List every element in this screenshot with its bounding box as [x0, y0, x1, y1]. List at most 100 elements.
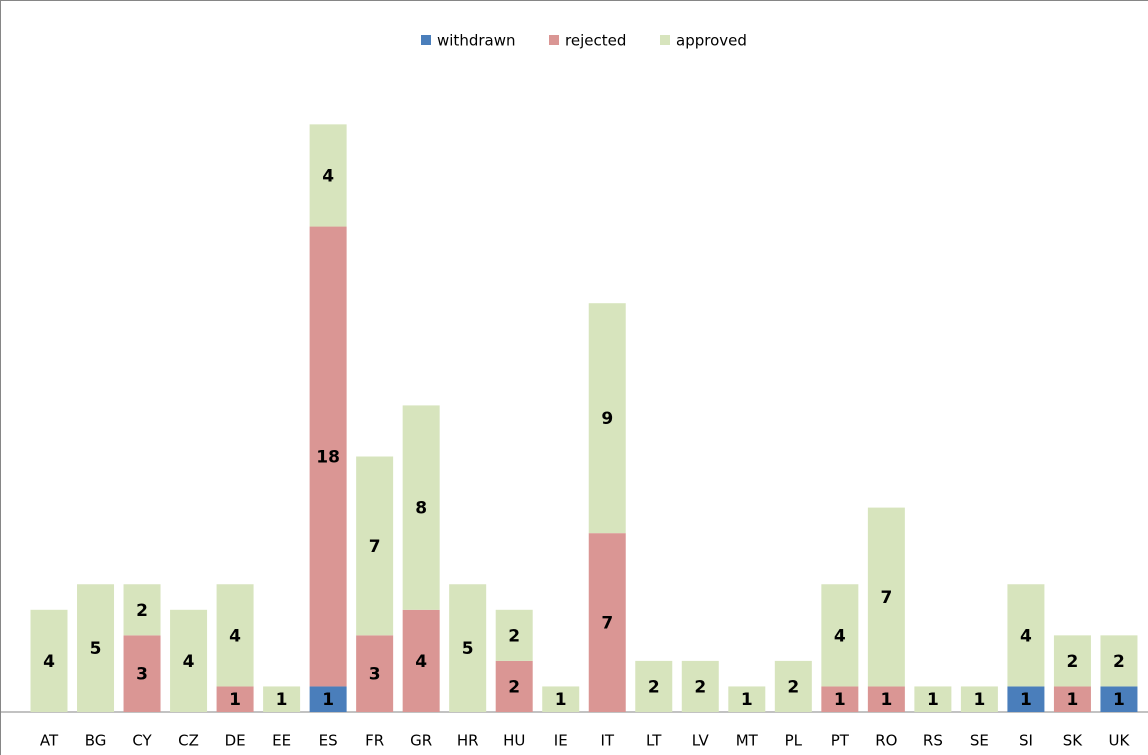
data-label: 18: [316, 448, 340, 468]
x-tick-label: IE: [554, 732, 568, 750]
bar-segment: [588, 533, 626, 712]
bar-segment: [216, 686, 254, 712]
bar-segment: [960, 686, 998, 712]
bar-segment: [123, 584, 161, 636]
bar-segment: [1100, 686, 1138, 712]
bar-segment: [588, 303, 626, 534]
bar-segment: [1007, 584, 1045, 687]
data-label: 1: [1067, 690, 1079, 710]
bar-segment: [821, 584, 859, 687]
data-label: 2: [1113, 652, 1125, 672]
data-label: 2: [648, 677, 660, 697]
data-label: 5: [462, 639, 474, 659]
data-label: 2: [508, 677, 520, 697]
bar-segment: [402, 405, 440, 610]
legend-label: withdrawn: [437, 32, 515, 50]
data-label: 2: [787, 677, 799, 697]
bar-segment: [30, 609, 68, 712]
data-label: 7: [880, 588, 892, 608]
bar-segment: [821, 686, 859, 712]
bar-segment: [495, 609, 533, 661]
legend-swatch: [421, 35, 431, 45]
x-tick-label: RO: [875, 732, 897, 750]
bar-segment: [123, 635, 161, 712]
data-label: 1: [741, 690, 753, 710]
bar-segment: [309, 226, 347, 687]
data-label: 4: [229, 626, 241, 646]
bar-segment: [402, 609, 440, 712]
bar-segment: [1053, 635, 1091, 687]
bar-segment: [1053, 686, 1091, 712]
data-label: 1: [229, 690, 241, 710]
data-label: 4: [834, 626, 846, 646]
bar-segment: [728, 686, 766, 712]
data-label: 4: [415, 652, 427, 672]
bar-segment: [216, 584, 254, 687]
bar-segment: [170, 609, 208, 712]
bar-segment: [867, 686, 905, 712]
bar-segment: [356, 456, 394, 636]
bar-segment: [774, 660, 812, 712]
x-tick-label: UK: [1109, 732, 1131, 750]
bar-segment: [263, 686, 301, 712]
data-label: 2: [136, 601, 148, 621]
bar-segment: [495, 660, 533, 712]
data-label: 1: [880, 690, 892, 710]
x-tick-label: IT: [600, 732, 614, 750]
data-label: 9: [601, 409, 613, 429]
legend: withdrawn rejected approved: [421, 32, 747, 50]
x-tick-label: BG: [85, 732, 107, 750]
legend-label: approved: [676, 32, 747, 50]
x-tick-label: PL: [785, 732, 803, 750]
x-tick-label: PT: [831, 732, 850, 750]
bar-segment: [449, 584, 487, 712]
x-tick-label: HR: [457, 732, 479, 750]
bar-segment: [356, 635, 394, 712]
legend-label: rejected: [565, 32, 626, 50]
x-tick-label: DE: [225, 732, 246, 750]
x-tick-label: LV: [692, 732, 710, 750]
data-label: 1: [1113, 690, 1125, 710]
data-label: 4: [1020, 626, 1032, 646]
x-tick-label: EE: [272, 732, 291, 750]
x-tick-label: AT: [40, 732, 59, 750]
data-label: 3: [136, 665, 148, 685]
x-tick-label: RS: [923, 732, 943, 750]
bar-segment: [309, 124, 347, 227]
x-tick-label: CY: [132, 732, 152, 750]
bar-segment: [635, 660, 673, 712]
bar-segment: [867, 507, 905, 687]
x-tick-label: SI: [1019, 732, 1033, 750]
data-label: 5: [90, 639, 102, 659]
bar-segment: [1100, 635, 1138, 687]
x-tick-label: SE: [970, 732, 989, 750]
data-label: 1: [1020, 690, 1032, 710]
x-tick-label: CZ: [178, 732, 199, 750]
data-label: 2: [1067, 652, 1079, 672]
x-tick-label: ES: [319, 732, 338, 750]
data-label: 1: [276, 690, 288, 710]
data-label: 7: [369, 537, 381, 557]
legend-swatch: [549, 35, 559, 45]
data-label: 2: [508, 626, 520, 646]
data-label: 1: [834, 690, 846, 710]
bar-segment: [1007, 686, 1045, 712]
data-label: 7: [601, 614, 613, 634]
bar-segment: [542, 686, 580, 712]
x-tick-label: MT: [736, 732, 759, 750]
data-label: 2: [694, 677, 706, 697]
data-label: 1: [555, 690, 567, 710]
x-tick-label: FR: [365, 732, 384, 750]
x-tick-label: LT: [646, 732, 662, 750]
bar-segment: [309, 686, 347, 712]
data-label: 4: [322, 166, 334, 186]
data-label: 3: [369, 665, 381, 685]
x-tick-label: SK: [1063, 732, 1084, 750]
data-label: 1: [927, 690, 939, 710]
bar-segment: [914, 686, 952, 712]
data-label: 1: [973, 690, 985, 710]
legend-swatch: [660, 35, 670, 45]
data-label: 1: [322, 690, 334, 710]
x-tick-label: GR: [410, 732, 432, 750]
